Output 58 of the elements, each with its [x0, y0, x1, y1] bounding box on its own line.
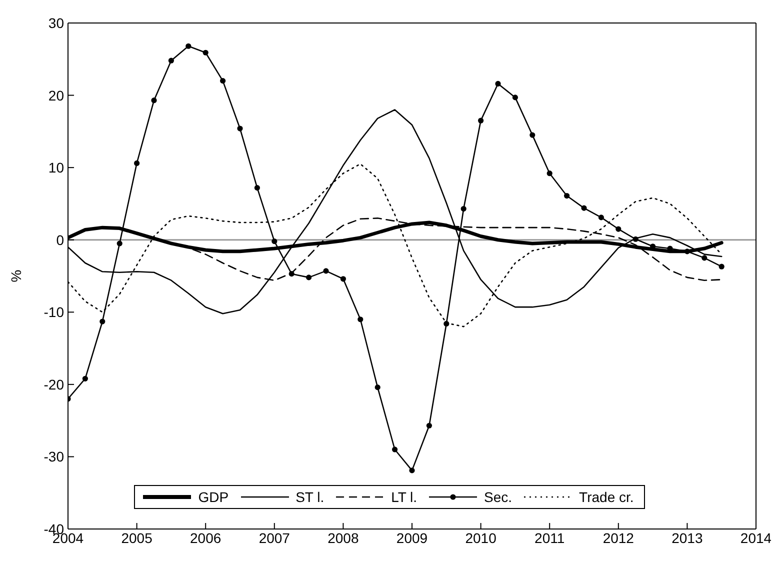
point — [632, 236, 638, 242]
point — [564, 192, 570, 199]
point — [409, 468, 415, 474]
point — [220, 78, 226, 84]
y-tick-label: -20 — [44, 376, 64, 392]
point — [374, 384, 380, 390]
legend-label: Trade cr. — [579, 489, 634, 505]
point — [237, 126, 243, 132]
point — [530, 132, 536, 138]
point — [151, 98, 157, 104]
x-tick-label: 2009 — [396, 530, 428, 546]
point — [82, 376, 88, 382]
point — [581, 205, 587, 211]
point — [288, 271, 294, 277]
point — [718, 264, 724, 270]
point — [598, 214, 604, 220]
x-tick-label: 2011 — [534, 530, 565, 546]
point — [495, 80, 501, 87]
x-tick-label: 2007 — [258, 530, 290, 546]
x-tick-label: 2010 — [465, 530, 497, 546]
point — [186, 43, 192, 49]
y-tick-label: 30 — [48, 14, 64, 31]
point — [358, 316, 364, 322]
legend-label: GDP — [198, 489, 229, 505]
y-tick-label: -10 — [44, 304, 64, 320]
y-tick-label: 10 — [48, 160, 64, 176]
y-tick-label: -30 — [44, 448, 64, 465]
point — [116, 240, 122, 246]
y-tick-label: 0 — [56, 232, 64, 248]
x-tick-label: 2005 — [121, 530, 153, 546]
point — [340, 276, 346, 282]
point — [392, 446, 398, 452]
point — [460, 206, 466, 212]
x-tick-label: 2014 — [740, 530, 772, 546]
y-tick-label: 20 — [48, 87, 64, 104]
point — [272, 238, 278, 244]
x-tick-label: 2012 — [602, 530, 634, 546]
point — [512, 94, 518, 100]
legend-label: ST l. — [296, 489, 324, 505]
point — [254, 185, 260, 191]
point — [616, 226, 622, 232]
point — [100, 318, 106, 324]
point — [426, 422, 432, 428]
point — [168, 58, 174, 64]
x-tick-label: 2006 — [190, 530, 222, 546]
point — [702, 255, 708, 261]
point — [306, 274, 312, 280]
point — [444, 320, 450, 327]
point — [478, 118, 484, 124]
legend-label: Sec. — [484, 489, 512, 505]
x-tick-label: 2008 — [328, 530, 359, 546]
point — [134, 160, 140, 166]
point — [202, 50, 208, 56]
legend-label: LT l. — [391, 489, 418, 505]
y-axis-title: % — [8, 270, 24, 282]
x-tick-label: 2013 — [672, 530, 703, 546]
point — [546, 170, 552, 176]
point — [323, 268, 329, 274]
